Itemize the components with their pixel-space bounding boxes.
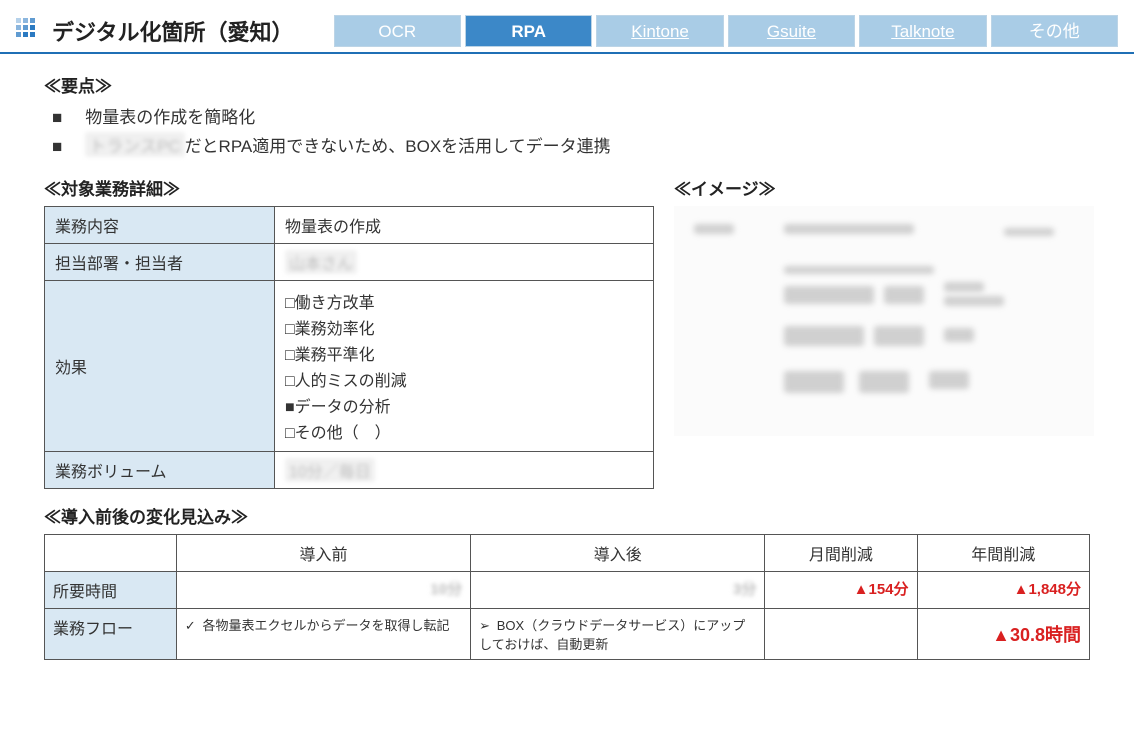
two-column-row: ≪対象業務詳細≫ 業務内容 物量表の作成 担当部署・担当者 山本さん 効果 <box>44 167 1090 489</box>
reduction-value: ▲154分 <box>854 581 909 598</box>
table-row: 導入前 導入後 月間削減 年間削減 <box>45 535 1090 572</box>
tab-gsuite[interactable]: Gsuite <box>728 15 855 47</box>
bullet-square-icon: ■ <box>52 137 79 156</box>
tab-ocr[interactable]: OCR <box>334 15 461 47</box>
change-time-monthly: ▲154分 <box>765 572 917 609</box>
redacted-number: 10分 <box>430 581 462 598</box>
detail-table: 業務内容 物量表の作成 担当部署・担当者 山本さん 効果 □働き方改革 <box>44 206 654 489</box>
change-col-blank <box>45 535 177 572</box>
bullet-square-icon: ■ <box>52 108 79 127</box>
section-title-detail: ≪対象業務詳細≫ <box>44 175 654 200</box>
effect-item: ■データの分析 <box>285 393 643 417</box>
effect-item: □人的ミスの削減 <box>285 367 643 391</box>
change-time-yearly: ▲1,848分 <box>917 572 1090 609</box>
change-col-after: 導入後 <box>471 535 765 572</box>
detail-value-content: 物量表の作成 <box>275 207 654 244</box>
change-section: ≪導入前後の変化見込み≫ 導入前 導入後 月間削減 年間削減 所 <box>44 503 1090 660</box>
logo-icon <box>16 18 42 44</box>
table-row: 効果 □働き方改革 □業務効率化 □業務平準化 □人的ミスの削減 ■データの分析… <box>45 281 654 452</box>
check-icon: ✓ <box>185 618 199 634</box>
detail-column: ≪対象業務詳細≫ 業務内容 物量表の作成 担当部署・担当者 山本さん 効果 <box>44 167 654 489</box>
detail-value-owner: 山本さん <box>275 244 654 281</box>
effect-checklist: □働き方改革 □業務効率化 □業務平準化 □人的ミスの削減 ■データの分析 □そ… <box>285 289 643 443</box>
table-row: 業務内容 物量表の作成 <box>45 207 654 244</box>
change-row-time-label: 所要時間 <box>45 572 177 609</box>
image-placeholder <box>674 206 1094 436</box>
effect-item: □その他（ ） <box>285 419 643 443</box>
change-col-monthly: 月間削減 <box>765 535 917 572</box>
reduction-value: ▲1,848分 <box>1014 581 1081 598</box>
table-row: 担当部署・担当者 山本さん <box>45 244 654 281</box>
page-header: デジタル化箇所（愛知） OCR RPA Kintone Gsuite Talkn… <box>0 10 1134 54</box>
change-col-yearly: 年間削減 <box>917 535 1090 572</box>
redacted-text: トランスPC <box>85 132 184 157</box>
change-flow-monthly <box>765 609 917 660</box>
change-flow-before: ✓ 各物量表エクセルからデータを取得し転記 <box>176 609 470 660</box>
change-flow-after: ➢ BOX（クラウドデータサービス）にアップしておけば、自動更新 <box>471 609 765 660</box>
page-title: デジタル化箇所（愛知） <box>52 15 294 47</box>
table-row: 所要時間 10分 3分 ▲154分 ▲1,848分 <box>45 572 1090 609</box>
keypoint-text: 物量表の作成を簡略化 <box>85 108 255 127</box>
detail-value-volume: 10分／毎日 <box>275 452 654 489</box>
tab-bar: OCR RPA Kintone Gsuite Talknote その他 <box>334 15 1118 47</box>
section-title-image: ≪イメージ≫ <box>674 175 1094 200</box>
redacted-number: 3分 <box>733 581 756 598</box>
flow-after-text: BOX（クラウドデータサービス）にアップしておけば、自動更新 <box>479 618 745 652</box>
content-area: ≪要点≫ ■ 物量表の作成を簡略化 ■ トランスPCだとRPA適用できないため、… <box>0 54 1134 660</box>
effect-item: □業務効率化 <box>285 315 643 339</box>
effect-item: □業務平準化 <box>285 341 643 365</box>
detail-label-effect: 効果 <box>45 281 275 452</box>
section-title-keypoints: ≪要点≫ <box>44 72 1090 97</box>
redacted-text: 10分／毎日 <box>285 458 375 482</box>
table-row: 業務ボリューム 10分／毎日 <box>45 452 654 489</box>
page-root: デジタル化箇所（愛知） OCR RPA Kintone Gsuite Talkn… <box>0 0 1134 680</box>
change-row-flow-label: 業務フロー <box>45 609 177 660</box>
redacted-text: 山本さん <box>285 250 357 274</box>
flow-before-text: 各物量表エクセルからデータを取得し転記 <box>203 618 450 633</box>
change-flow-yearly: ▲30.8時間 <box>917 609 1090 660</box>
keypoint-item: ■ トランスPCだとRPA適用できないため、BOXを活用してデータ連携 <box>52 132 1090 157</box>
change-time-after: 3分 <box>471 572 765 609</box>
table-row: 業務フロー ✓ 各物量表エクセルからデータを取得し転記 ➢ BOX（クラウドデー… <box>45 609 1090 660</box>
tab-talknote[interactable]: Talknote <box>859 15 986 47</box>
detail-label-owner: 担当部署・担当者 <box>45 244 275 281</box>
keypoint-text: だとRPA適用できないため、BOXを活用してデータ連携 <box>185 137 611 156</box>
detail-value-effect: □働き方改革 □業務効率化 □業務平準化 □人的ミスの削減 ■データの分析 □そ… <box>275 281 654 452</box>
arrow-icon: ➢ <box>479 618 493 634</box>
keypoint-item: ■ 物量表の作成を簡略化 <box>52 103 1090 128</box>
change-table: 導入前 導入後 月間削減 年間削減 所要時間 10分 3分 ▲154分 <box>44 534 1090 660</box>
detail-label-content: 業務内容 <box>45 207 275 244</box>
effect-item: □働き方改革 <box>285 289 643 313</box>
tab-kintone[interactable]: Kintone <box>596 15 723 47</box>
image-column: ≪イメージ≫ <box>674 167 1094 436</box>
tab-rpa[interactable]: RPA <box>465 15 592 47</box>
detail-label-volume: 業務ボリューム <box>45 452 275 489</box>
keypoints-list: ■ 物量表の作成を簡略化 ■ トランスPCだとRPA適用できないため、BOXを活… <box>52 103 1090 157</box>
change-col-before: 導入前 <box>176 535 470 572</box>
tab-other[interactable]: その他 <box>991 15 1118 47</box>
change-time-before: 10分 <box>176 572 470 609</box>
reduction-hours: ▲30.8時間 <box>992 625 1081 645</box>
section-title-change: ≪導入前後の変化見込み≫ <box>44 503 1090 528</box>
